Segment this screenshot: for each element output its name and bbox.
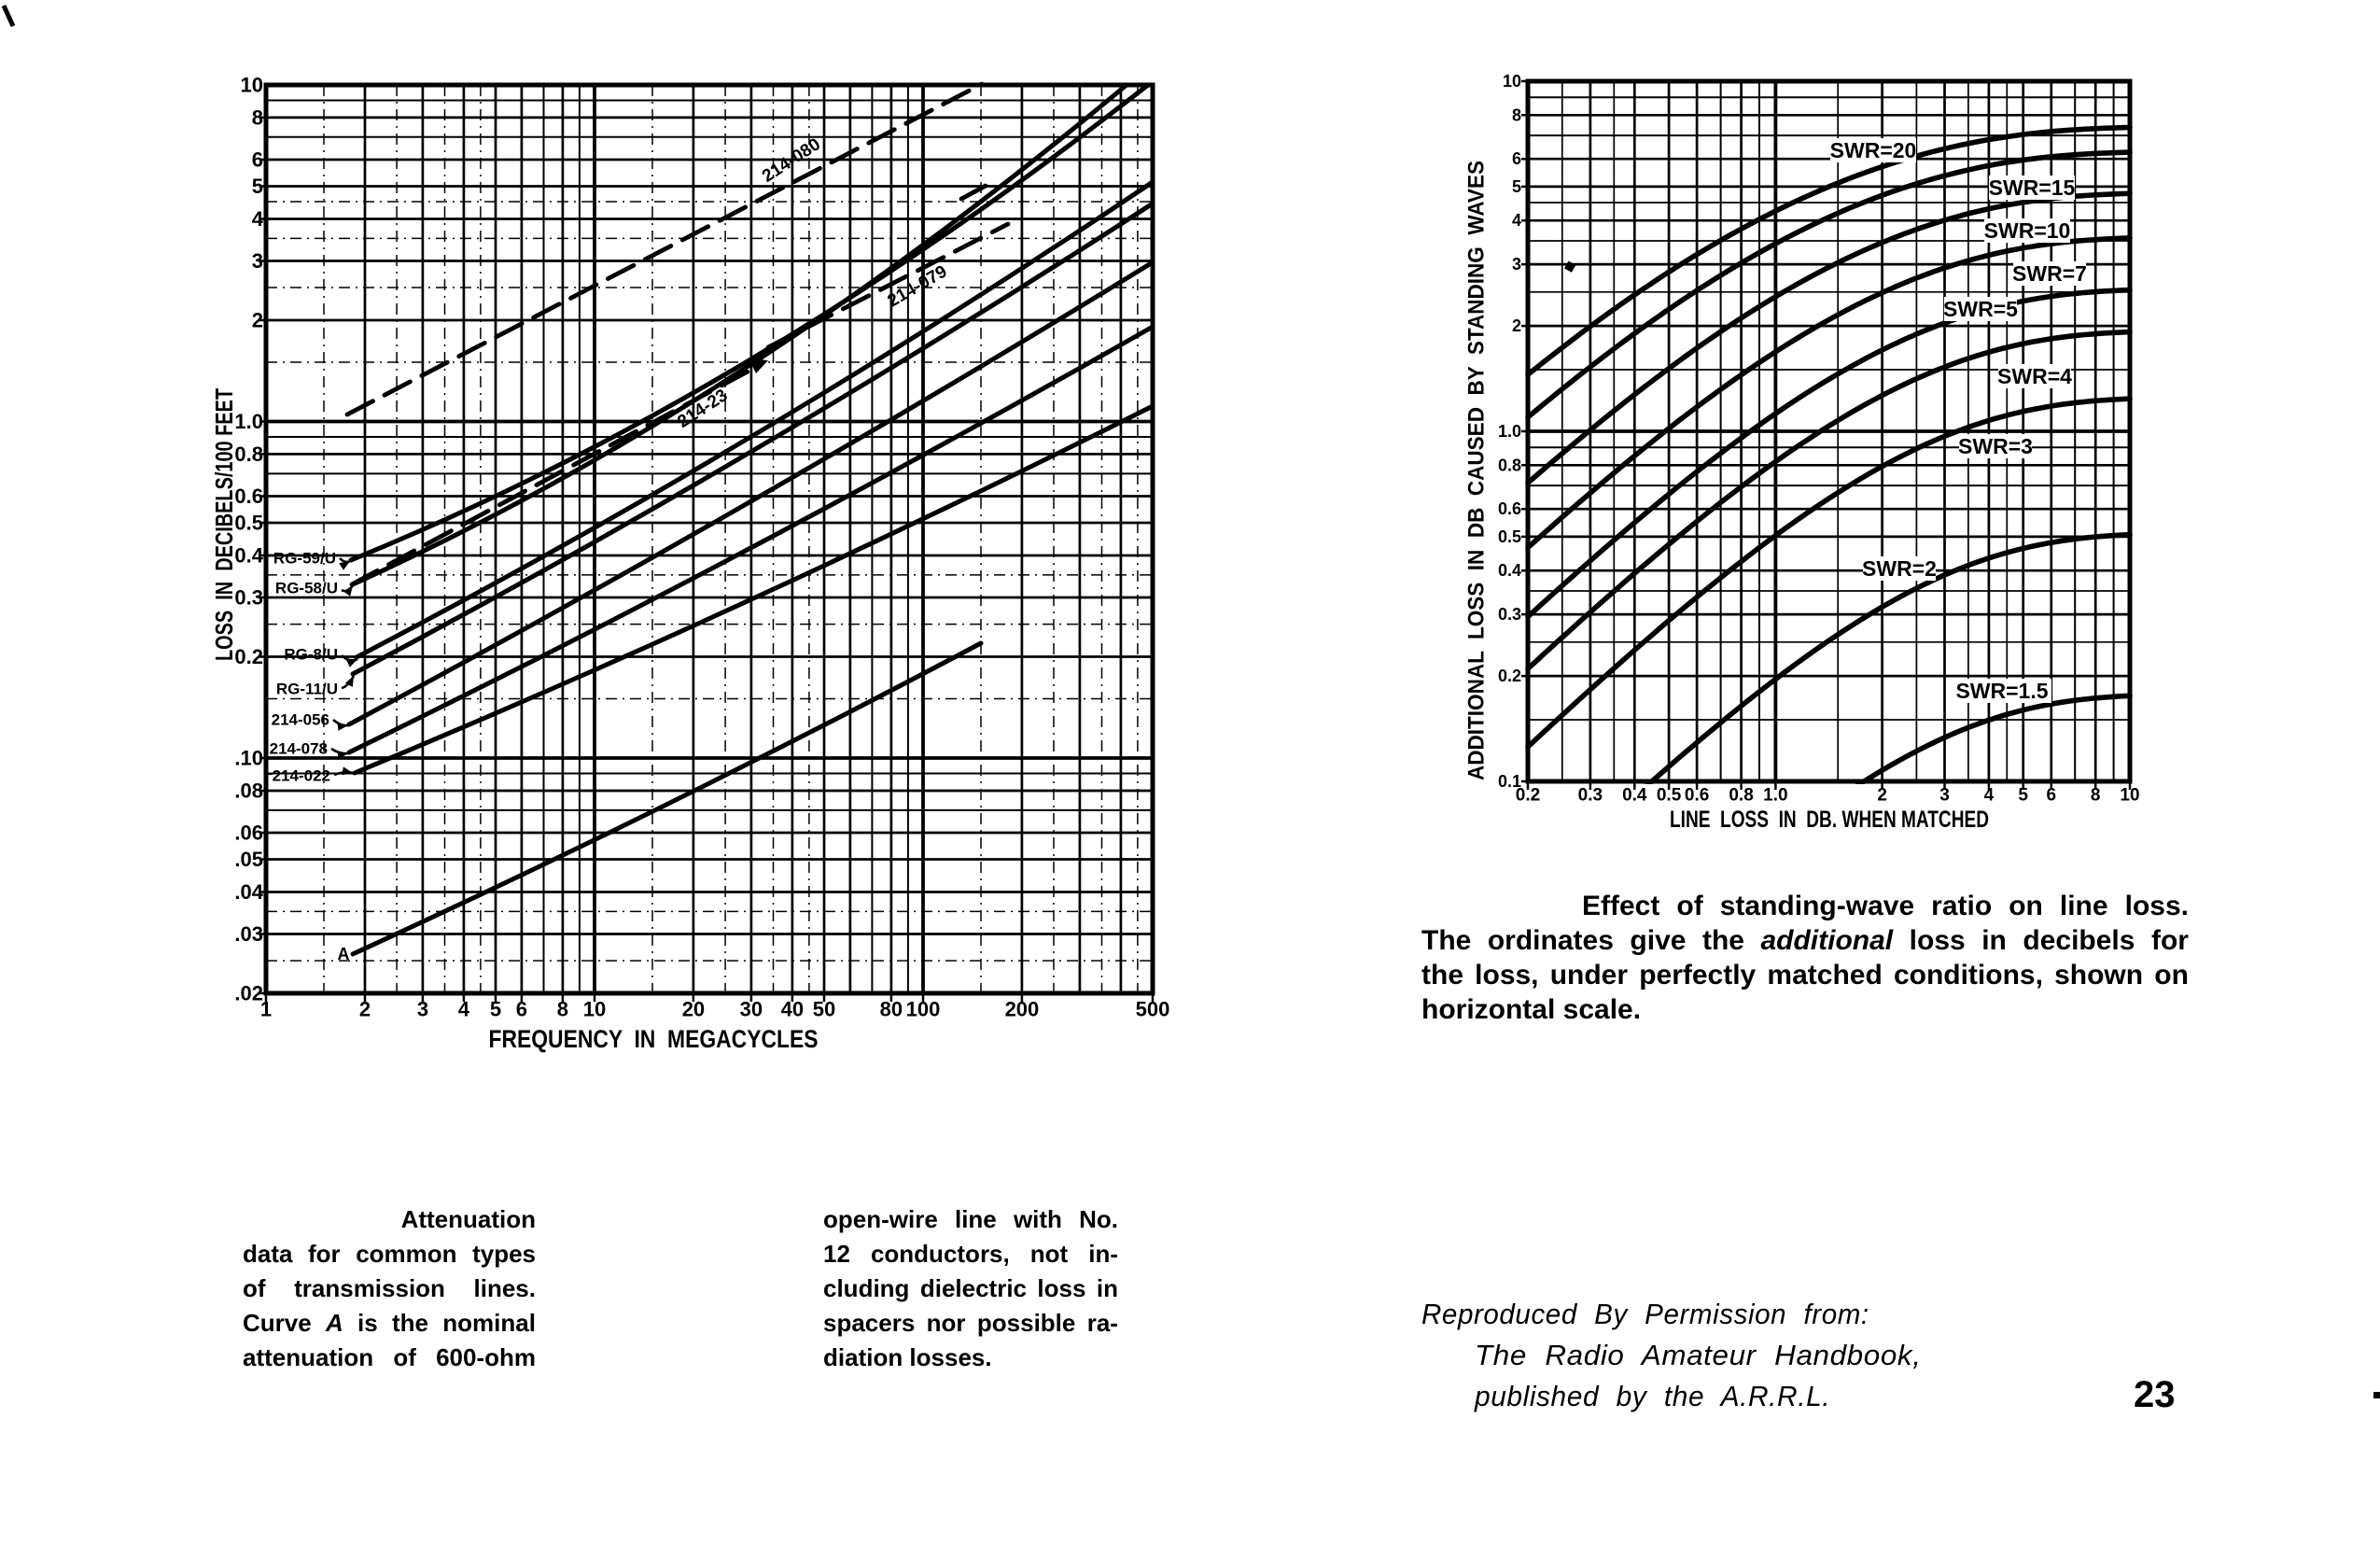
svg-text:SWR=10: SWR=10 — [1984, 218, 2071, 243]
svg-text:.02: .02 — [234, 982, 263, 1005]
svg-text:1.0: 1.0 — [234, 410, 263, 433]
svg-text:0.4: 0.4 — [234, 543, 263, 567]
svg-text:5: 5 — [1512, 177, 1521, 196]
svg-text:SWR=20: SWR=20 — [1830, 138, 1917, 162]
svg-text:ADDITIONAL LOSS IN DB CAUS: ADDITIONAL LOSS IN DB CAUSED BY STANDING… — [1464, 161, 1490, 780]
svg-text:4: 4 — [252, 207, 264, 231]
svg-text:6: 6 — [2046, 786, 2056, 806]
svg-text:SWR=4: SWR=4 — [1997, 364, 2072, 388]
svg-text:2: 2 — [1512, 316, 1521, 335]
svg-text:10: 10 — [1503, 72, 1521, 91]
svg-text:.08: .08 — [234, 779, 263, 802]
svg-text:8: 8 — [1512, 105, 1521, 124]
svg-text:.10: .10 — [234, 747, 263, 770]
svg-text:0.5: 0.5 — [234, 512, 263, 535]
svg-text:214-056: 214-056 — [272, 711, 329, 729]
svg-text:3: 3 — [252, 249, 263, 273]
svg-text:.04: .04 — [234, 880, 263, 904]
svg-text:10: 10 — [2120, 786, 2139, 806]
svg-text:0.3: 0.3 — [1498, 605, 1521, 624]
svg-text:4: 4 — [1512, 211, 1521, 230]
svg-text:SWR=5: SWR=5 — [1943, 297, 2018, 321]
svg-text:LINE LOSS IN DB. WHEN MATCH: LINE LOSS IN DB. WHEN MATCHED — [1670, 807, 1989, 833]
svg-text:SWR=2: SWR=2 — [1862, 556, 1937, 581]
svg-text:3: 3 — [1512, 255, 1521, 274]
svg-text:RG-59/U: RG-59/U — [273, 550, 336, 568]
svg-text:0.3: 0.3 — [234, 586, 263, 610]
svg-text:LOSS IN DECIBELS/100 FEET: LOSS IN DECIBELS/100 FEET — [210, 388, 238, 661]
svg-text:6: 6 — [1512, 149, 1521, 168]
svg-text:2: 2 — [1877, 786, 1887, 806]
svg-text:3: 3 — [417, 998, 428, 1021]
svg-text:10: 10 — [241, 74, 263, 97]
svg-text:0.5: 0.5 — [1657, 786, 1682, 806]
svg-text:2: 2 — [252, 308, 263, 331]
svg-text:8: 8 — [252, 105, 263, 129]
svg-text:SWR=15: SWR=15 — [1989, 176, 2076, 200]
svg-text:214-078: 214-078 — [270, 740, 328, 758]
svg-text:SWR=1.5: SWR=1.5 — [1955, 679, 2048, 703]
svg-text:.06: .06 — [234, 821, 263, 844]
svg-text:0.4: 0.4 — [1498, 561, 1521, 580]
svg-text:SWR=7: SWR=7 — [2012, 261, 2087, 286]
svg-text:4: 4 — [458, 998, 470, 1021]
svg-text:214-022: 214-022 — [273, 767, 330, 785]
svg-text:0.6: 0.6 — [1498, 499, 1521, 518]
svg-text:0.8: 0.8 — [1498, 456, 1521, 474]
svg-text:6: 6 — [252, 147, 263, 171]
svg-text:RG-58/U: RG-58/U — [275, 580, 338, 597]
svg-text:0.2: 0.2 — [1516, 786, 1540, 806]
svg-text:4: 4 — [1984, 786, 1995, 806]
svg-text:.05: .05 — [234, 848, 263, 871]
svg-text:3: 3 — [1939, 786, 1950, 806]
svg-text:0.5: 0.5 — [1498, 527, 1521, 546]
svg-text:8: 8 — [2091, 786, 2101, 806]
svg-text:1: 1 — [260, 998, 272, 1021]
svg-text:RG-11/U: RG-11/U — [276, 681, 338, 698]
svg-text:0.6: 0.6 — [1685, 786, 1709, 806]
svg-text:0.3: 0.3 — [1578, 786, 1603, 806]
svg-text:2: 2 — [359, 998, 371, 1021]
svg-text:0.8: 0.8 — [1729, 786, 1753, 806]
svg-text:1.0: 1.0 — [1498, 422, 1521, 441]
svg-text:0.4: 0.4 — [1622, 786, 1647, 806]
svg-text:SWR=3: SWR=3 — [1958, 434, 2033, 458]
svg-text:A: A — [338, 945, 350, 963]
svg-text:8: 8 — [557, 998, 568, 1021]
svg-text:.03: .03 — [234, 922, 263, 946]
svg-text:0.6: 0.6 — [234, 485, 263, 508]
svg-text:5: 5 — [490, 998, 501, 1021]
svg-text:0.8: 0.8 — [234, 442, 263, 466]
svg-text:0.2: 0.2 — [1498, 667, 1521, 685]
svg-text:5: 5 — [2018, 786, 2028, 806]
svg-text:1.0: 1.0 — [1763, 786, 1787, 806]
svg-text:FREQUENCY IN MEGACYCLES: FREQUENCY IN MEGACYCLES — [489, 1025, 819, 1053]
svg-text:5: 5 — [252, 175, 263, 198]
svg-text:RG-8/U: RG-8/U — [284, 646, 338, 664]
svg-text:6: 6 — [516, 998, 527, 1021]
svg-text:0.1: 0.1 — [1498, 772, 1521, 791]
svg-text:0.2: 0.2 — [234, 645, 263, 668]
